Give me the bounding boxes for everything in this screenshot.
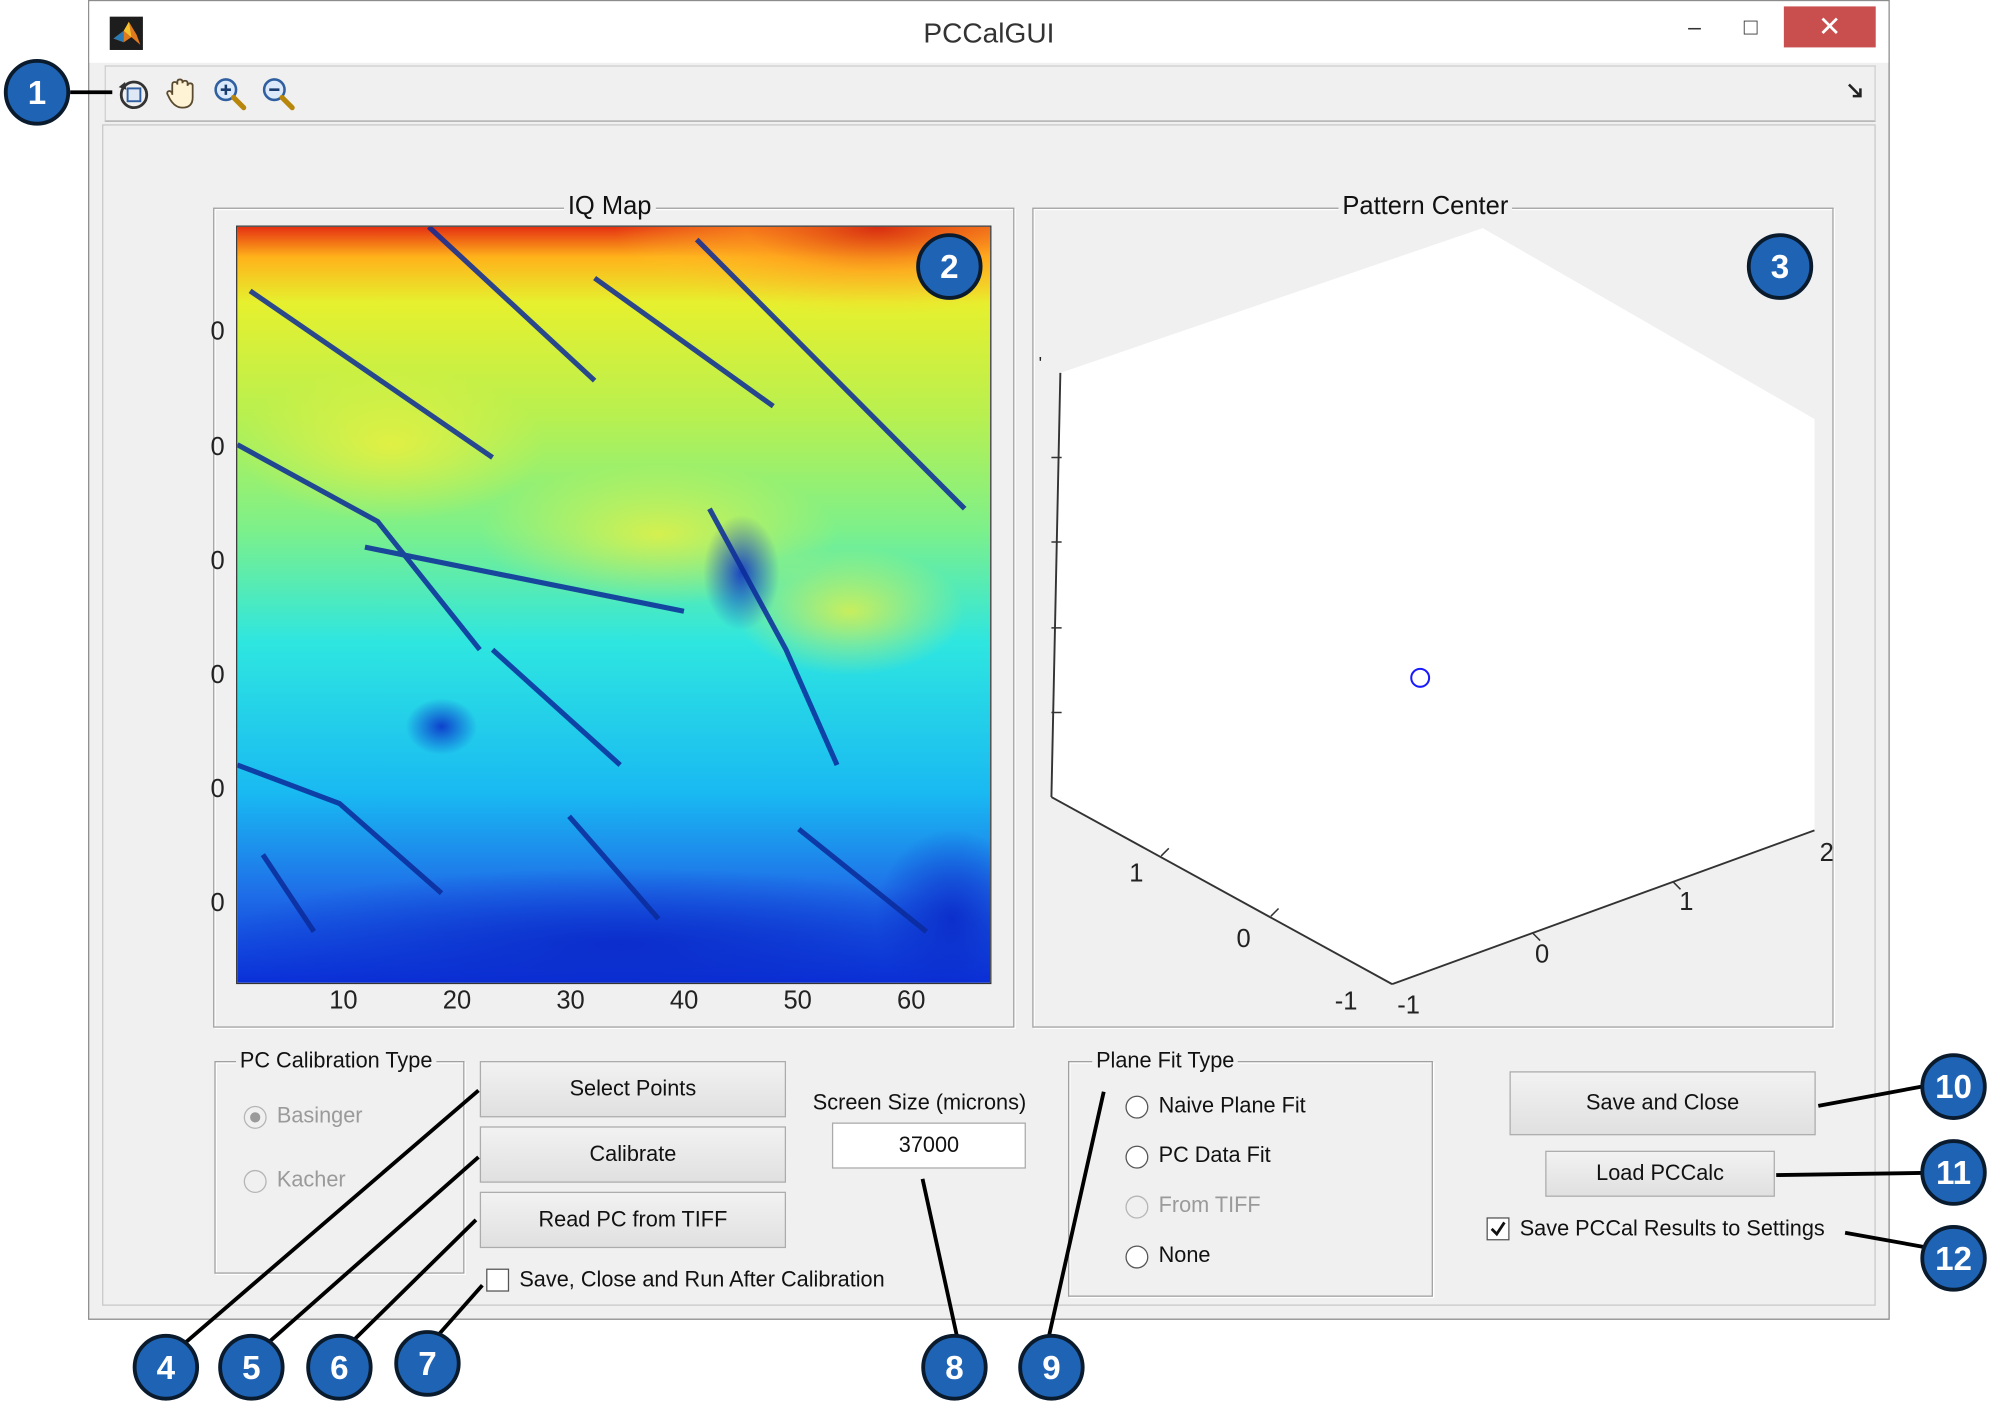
- callout-badge: 8: [921, 1333, 988, 1401]
- pattern-center-axes[interactable]: [1034, 209, 1833, 1027]
- none-label: None: [1158, 1242, 1211, 1268]
- checkmark-icon: [1490, 1221, 1506, 1237]
- pccalgui-window: PCCalGUI ‒ □ ✕ IQ Map: [88, 0, 1890, 1320]
- naive-plane-fit-radio[interactable]: [1125, 1095, 1149, 1119]
- kacher-radio[interactable]: [243, 1169, 267, 1193]
- from-tiff-radio[interactable]: [1125, 1195, 1149, 1219]
- iq-y-tick: 0: [210, 661, 225, 690]
- rotate-3d-icon[interactable]: [114, 74, 152, 112]
- callout-badge: 5: [218, 1333, 285, 1401]
- none-radio[interactable]: [1125, 1245, 1149, 1269]
- callout-badge: 3: [1746, 233, 1814, 300]
- pc-tick-right: 0: [1535, 940, 1550, 969]
- save-results-checkbox[interactable]: [1486, 1217, 1510, 1241]
- callout-badge: 7: [394, 1330, 461, 1397]
- read-pc-from-tiff-button[interactable]: Read PC from TIFF: [479, 1191, 787, 1249]
- callout-badge: 1: [3, 58, 71, 126]
- iq-x-tick: 20: [442, 986, 472, 1015]
- callout-badge: 12: [1920, 1225, 1987, 1292]
- callout-badge: 2: [916, 233, 983, 300]
- from-tiff-label: From TIFF: [1158, 1192, 1261, 1218]
- callout-badge: 11: [1920, 1139, 1987, 1206]
- pc-tick-left: 0: [1236, 925, 1251, 954]
- iq-y-tick: 0: [210, 889, 225, 918]
- zoom-out-icon[interactable]: [259, 74, 297, 112]
- screen-size-label: Screen Size (microns): [812, 1090, 1027, 1115]
- maximize-icon: □: [1743, 14, 1758, 40]
- figure-toolbar: [104, 65, 1876, 122]
- iq-map-image: [237, 226, 991, 983]
- pattern-center-marker: [1410, 667, 1431, 688]
- save-results-label: Save PCCal Results to Settings: [1519, 1216, 1825, 1241]
- select-points-button[interactable]: Select Points: [479, 1060, 787, 1118]
- callout-badge: 10: [1920, 1053, 1987, 1120]
- window-title: PCCalGUI: [923, 16, 1055, 49]
- minimize-button[interactable]: ‒: [1679, 6, 1710, 47]
- plane-fit-type-title: Plane Fit Type: [1092, 1048, 1239, 1074]
- pan-hand-icon[interactable]: [162, 74, 200, 112]
- naive-plane-fit-label: Naive Plane Fit: [1158, 1093, 1306, 1118]
- pc-tick-right: 2: [1819, 839, 1834, 868]
- title-bar[interactable]: PCCalGUI ‒ □ ✕: [89, 1, 1889, 63]
- screen-size-input[interactable]: [831, 1122, 1026, 1169]
- undock-arrow-icon[interactable]: [1846, 82, 1864, 100]
- minimize-icon: ‒: [1688, 14, 1701, 40]
- pattern-center-panel: Pattern Center ' 1 0 -1 -1: [1032, 192, 1834, 1028]
- iq-x-tick: 60: [897, 986, 926, 1015]
- matlab-icon: [109, 16, 143, 50]
- close-icon: ✕: [1818, 10, 1842, 43]
- pc-tick-left: -1: [1334, 987, 1358, 1017]
- kacher-label: Kacher: [276, 1167, 346, 1192]
- calibration-type-title: PC Calibration Type: [236, 1048, 437, 1074]
- iq-x-tick: 40: [669, 986, 699, 1015]
- pc-tick-left: 1: [1129, 859, 1144, 889]
- iq-x-tick: 30: [556, 986, 585, 1015]
- save-close-run-label: Save, Close and Run After Calibration: [519, 1267, 885, 1292]
- plane-fit-type-group: Plane Fit Type Naive Plane Fit PC Data F…: [1068, 1048, 1433, 1297]
- basinger-radio[interactable]: [243, 1105, 267, 1129]
- iq-y-tick: 0: [210, 433, 225, 462]
- iq-y-tick: 0: [210, 317, 225, 346]
- save-and-close-button[interactable]: Save and Close: [1509, 1071, 1816, 1136]
- callout-badge: 9: [1018, 1333, 1085, 1401]
- callout-badge: 4: [132, 1333, 200, 1401]
- load-pccalc-button[interactable]: Load PCCalc: [1545, 1150, 1775, 1197]
- zoom-in-icon[interactable]: [211, 74, 249, 112]
- pc-left-axis-tick: ': [1038, 352, 1043, 373]
- iq-x-tick: 10: [329, 986, 358, 1015]
- pc-tick-right: 1: [1679, 888, 1694, 917]
- pc-tick-right: -1: [1397, 991, 1420, 1020]
- basinger-label: Basinger: [276, 1103, 363, 1128]
- pc-data-fit-label: PC Data Fit: [1158, 1143, 1271, 1168]
- save-close-run-checkbox[interactable]: [486, 1268, 510, 1292]
- calibrate-button[interactable]: Calibrate: [479, 1126, 787, 1183]
- pattern-center-title: Pattern Center: [1338, 192, 1513, 222]
- maximize-button[interactable]: □: [1735, 6, 1766, 47]
- iq-y-tick: 0: [210, 775, 225, 804]
- pc-data-fit-radio[interactable]: [1125, 1145, 1149, 1169]
- calibration-type-group: PC Calibration Type Basinger Kacher: [214, 1048, 465, 1274]
- iq-map-title: IQ Map: [563, 192, 656, 222]
- close-button[interactable]: ✕: [1783, 6, 1876, 48]
- iq-x-tick: 50: [783, 986, 812, 1015]
- figure-content: IQ Map: [102, 124, 1876, 1306]
- iq-map-axes[interactable]: [236, 225, 992, 985]
- iq-map-panel: IQ Map: [210, 192, 1015, 1028]
- iq-y-tick: 0: [210, 547, 225, 576]
- callout-badge: 6: [306, 1333, 373, 1401]
